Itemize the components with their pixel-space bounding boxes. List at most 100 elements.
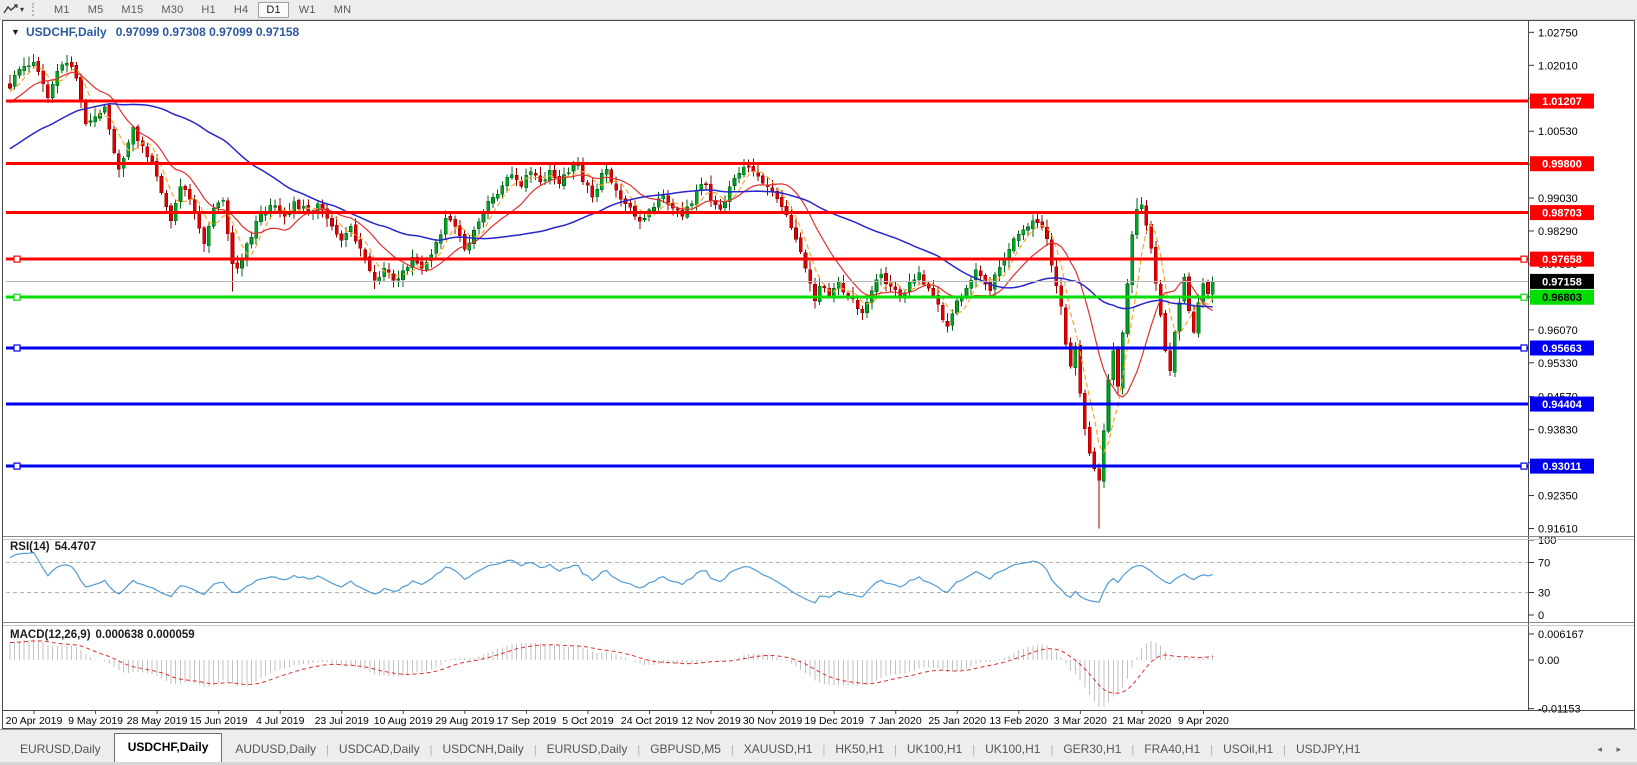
date-label: 19 Dec 2019 xyxy=(804,715,864,727)
chart-tab-usdchf-daily[interactable]: USDCHF,Daily xyxy=(113,733,223,763)
timeframe-button-h4[interactable]: H4 xyxy=(233,3,249,16)
candlestick-series xyxy=(8,54,1215,529)
candle xyxy=(377,276,382,282)
candle xyxy=(907,281,912,292)
candle xyxy=(841,282,846,293)
tab-scroll-arrows: ◂ ▸ xyxy=(1597,744,1627,755)
candle xyxy=(207,226,211,246)
level-drag-handle[interactable] xyxy=(1520,293,1528,301)
chart-window-border xyxy=(2,20,1635,729)
chart-tab-uk100-h1[interactable]: UK100,H1 xyxy=(906,742,963,756)
chart-tab-usoil-h1[interactable]: USOil,H1 xyxy=(1223,742,1274,756)
candle xyxy=(249,236,254,245)
dropdown-caret-icon[interactable]: ▾ xyxy=(20,5,25,14)
chart-tab-uk100-h1[interactable]: UK100,H1 xyxy=(985,742,1041,756)
level-drag-handle[interactable] xyxy=(13,293,21,301)
timeframe-button-d1[interactable]: D1 xyxy=(258,1,289,18)
candle xyxy=(794,227,798,240)
chart-tab-usdcad-daily[interactable]: USDCAD,Daily xyxy=(338,742,420,756)
candle xyxy=(273,205,277,208)
level-drag-handle[interactable] xyxy=(13,255,21,263)
candle xyxy=(188,188,192,200)
candle xyxy=(136,126,140,142)
candle xyxy=(789,214,794,228)
candle xyxy=(656,198,661,208)
price-badge-label: 1.01207 xyxy=(1542,96,1582,108)
chart-tab-gbpusd-m5[interactable]: GBPUSD,M5 xyxy=(650,742,721,756)
candle xyxy=(192,199,197,213)
chart-tab-usdjpy-h1[interactable]: USDJPY,H1 xyxy=(1296,742,1361,756)
candle xyxy=(974,269,978,281)
candle xyxy=(964,288,969,297)
timeframe-button-h1[interactable]: H1 xyxy=(201,3,216,16)
chart-tab-fra40-h1[interactable]: FRA40,H1 xyxy=(1144,742,1201,756)
price-level-badges: 1.01207 0.99800 0.98703 0.97658 0.97158 0.968… xyxy=(1530,93,1594,474)
candle xyxy=(1097,468,1101,481)
chart-tab-ger30-h1[interactable]: GER30,H1 xyxy=(1063,742,1122,756)
candle xyxy=(282,213,287,217)
price-tick-label: 1.02010 xyxy=(1538,60,1578,72)
price-tick-label: 0.93830 xyxy=(1538,425,1578,437)
chart-canvas[interactable]: 1.027501.020101.012701.005300.997900.990… xyxy=(0,20,1637,729)
candle xyxy=(349,225,353,233)
candle xyxy=(1101,430,1106,482)
tabs-scroll-right-button[interactable]: ▸ xyxy=(1616,744,1627,754)
candle xyxy=(780,197,784,207)
level-drag-handle[interactable] xyxy=(13,462,21,470)
macd-indicator xyxy=(9,639,1214,708)
level-drag-handle[interactable] xyxy=(13,344,21,352)
price-badge-label: 0.95663 xyxy=(1542,343,1582,355)
date-label: 21 Mar 2020 xyxy=(1112,715,1171,727)
candle xyxy=(997,266,1002,277)
price-badge xyxy=(1530,251,1594,267)
candle xyxy=(297,200,301,210)
candle xyxy=(1064,307,1068,345)
candle xyxy=(865,301,869,314)
candle xyxy=(410,256,415,269)
candle xyxy=(514,175,519,181)
level-drag-handle[interactable] xyxy=(1520,462,1528,470)
candle xyxy=(1201,283,1206,302)
candle xyxy=(524,174,528,189)
tab-divider: | xyxy=(894,744,897,756)
candle xyxy=(117,153,121,170)
timeframe-button-mn[interactable]: MN xyxy=(333,3,352,16)
tabs-scroll-left-button[interactable]: ◂ xyxy=(1597,744,1608,754)
timeframe-button-m5[interactable]: M5 xyxy=(87,3,104,16)
chart-collapse-arrow-icon[interactable]: ▼ xyxy=(11,27,20,37)
chart-tab-eurusd-daily[interactable]: EURUSD,Daily xyxy=(20,742,101,756)
chart-tab-eurusd-daily[interactable]: EURUSD,Daily xyxy=(546,742,628,756)
candle xyxy=(917,272,921,281)
timeframe-button-m15[interactable]: M15 xyxy=(121,3,144,16)
candle xyxy=(694,190,699,205)
candle xyxy=(197,212,202,229)
candle xyxy=(737,173,741,179)
chart-tab-usdcnh-daily[interactable]: USDCNH,Daily xyxy=(442,742,524,756)
price-axis: 1.027501.020101.012701.005300.997900.990… xyxy=(1529,27,1584,716)
candle xyxy=(448,216,453,221)
price-tick-label: 0.99030 xyxy=(1538,193,1578,205)
candle xyxy=(334,225,339,235)
rsi-line xyxy=(9,551,1213,604)
candle xyxy=(936,294,940,305)
chart-cursor-icon[interactable] xyxy=(3,3,19,16)
chart-tab-audusd-daily[interactable]: AUDUSD,Daily xyxy=(235,742,317,756)
tab-divider: | xyxy=(326,744,329,756)
timeframe-button-m30[interactable]: M30 xyxy=(161,3,184,16)
candle xyxy=(1154,246,1158,284)
candle xyxy=(88,120,93,123)
level-drag-handle[interactable] xyxy=(1520,255,1528,263)
timeframe-button-m1[interactable]: M1 xyxy=(54,3,70,16)
date-label: 15 Jun 2019 xyxy=(190,715,248,727)
chart-tab-xauusd-h1[interactable]: XAUUSD,H1 xyxy=(743,742,813,756)
chart-tab-hk50-h1[interactable]: HK50,H1 xyxy=(835,742,885,756)
candle xyxy=(93,116,98,122)
price-tick-label: 1.02750 xyxy=(1538,27,1578,39)
timeframe-button-w1[interactable]: W1 xyxy=(298,3,316,16)
candle xyxy=(562,174,566,186)
level-drag-handle[interactable] xyxy=(1520,344,1528,352)
candle xyxy=(955,300,959,314)
price-badge-label: 0.99800 xyxy=(1542,159,1582,171)
candle xyxy=(22,66,27,71)
date-label: 10 Aug 2019 xyxy=(374,715,433,727)
